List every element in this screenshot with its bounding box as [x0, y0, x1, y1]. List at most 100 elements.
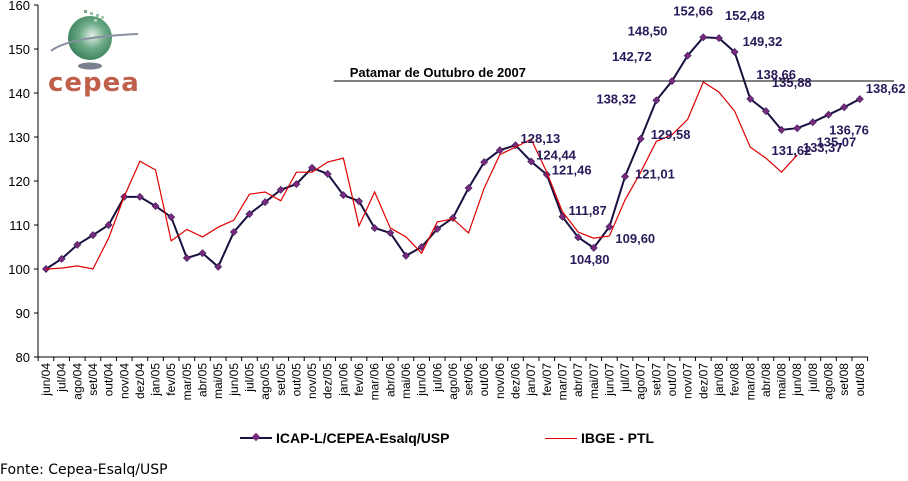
data-point-icap	[855, 95, 864, 104]
data-label: 121,46	[552, 163, 592, 178]
data-point-icap	[229, 228, 238, 236]
data-label: 136,76	[829, 122, 869, 137]
data-point-icap	[824, 110, 833, 119]
x-tick-label: mai/06	[399, 363, 413, 399]
x-tick-label: out/07	[665, 363, 679, 397]
source-note: Fonte: Cepea-Esalq/USP	[0, 462, 168, 478]
data-label: 152,66	[673, 3, 713, 18]
x-tick-label: jul/07	[618, 363, 632, 393]
data-label: 135,07	[817, 135, 857, 150]
data-label: 138,66	[756, 67, 796, 82]
legend-label-ibge: IBGE - PTL	[581, 430, 655, 446]
x-tick-label: abr/07	[571, 363, 585, 397]
y-tick-label: 140	[8, 86, 30, 101]
x-tick-label: jan/07	[524, 363, 538, 397]
x-tick-label: abr/05	[196, 363, 210, 397]
data-label: 135,88	[772, 75, 812, 90]
data-point-icap	[714, 34, 723, 43]
x-tick-label: abr/06	[383, 363, 397, 397]
y-tick-label: 120	[8, 174, 30, 189]
x-tick-label: jul/08	[806, 363, 820, 393]
data-point-icap	[589, 243, 598, 252]
x-tick-label: set/08	[837, 363, 851, 396]
data-point-icap	[73, 240, 82, 249]
x-tick-label: ago/04	[70, 363, 84, 400]
data-point-icap	[527, 157, 536, 166]
globe-icon	[50, 10, 139, 70]
x-tick-label: mai/08	[775, 363, 789, 399]
data-point-icap	[480, 158, 489, 167]
data-point-icap	[668, 77, 676, 85]
x-tick-label: mar/05	[180, 363, 194, 401]
data-label: 138,32	[596, 91, 636, 106]
x-tick-label: mar/07	[555, 363, 569, 401]
data-label: 133,37	[803, 140, 843, 155]
data-label: 148,50	[628, 24, 668, 39]
data-point-icap	[261, 198, 270, 207]
x-tick-label: fev/06	[352, 363, 366, 396]
x-tick-label: jul/05	[242, 363, 256, 393]
x-tick-label: dez/06	[509, 363, 523, 399]
x-tick-label: jul/06	[430, 363, 444, 393]
data-point-icap	[683, 51, 692, 60]
x-tick-label: mar/08	[743, 363, 757, 401]
data-point-icap	[167, 213, 176, 222]
data-label: 121,01	[635, 167, 675, 182]
data-point-icap	[182, 254, 191, 262]
x-tick-label: fev/07	[540, 363, 554, 396]
x-tick-label: nov/05	[305, 363, 319, 399]
x-tick-label: out/04	[102, 363, 116, 397]
x-tick-label: jul/04	[55, 363, 69, 393]
y-tick-label: 160	[8, 0, 30, 13]
data-point-icap	[636, 134, 645, 143]
data-point-icap	[276, 185, 285, 194]
data-point-icap	[401, 251, 410, 260]
x-tick-label: nov/06	[493, 363, 507, 399]
data-label: 149,32	[743, 34, 783, 49]
y-tick-label: 110	[9, 218, 30, 233]
x-tick-label: mai/05	[211, 363, 225, 399]
x-tick-label: dez/05	[321, 363, 335, 399]
data-point-icap	[370, 224, 379, 233]
x-tick-label: set/05	[274, 363, 288, 396]
x-tick-label: out/08	[853, 363, 867, 397]
reference-line-label: Patamar de Outubro de 2007	[350, 65, 526, 80]
x-tick-label: ago/05	[258, 363, 272, 400]
x-tick-label: fev/05	[164, 363, 178, 396]
x-tick-label: mai/07	[587, 363, 601, 399]
data-point-icap	[495, 146, 504, 155]
data-label: 128,13	[521, 131, 561, 146]
data-point-icap	[793, 124, 802, 133]
x-tick-label: jan/05	[149, 363, 163, 397]
x-tick-label: nov/07	[681, 363, 695, 399]
data-point-icap	[292, 180, 301, 189]
x-tick-label: set/06	[462, 363, 476, 396]
y-tick-label: 130	[8, 130, 30, 145]
x-tick-label: set/07	[649, 363, 663, 396]
legend-marker-icap	[240, 437, 272, 439]
data-point-icap	[699, 33, 708, 42]
legend-label-icap: ICAP-L/CEPEA-Esalq/USP	[276, 430, 450, 446]
cepea-logo	[48, 4, 144, 96]
x-tick-label: set/04	[86, 363, 100, 396]
data-label: 138,62	[866, 81, 906, 96]
x-tick-label: nov/04	[117, 363, 131, 399]
data-point-icap	[355, 197, 363, 206]
series-line-ibge	[45, 81, 798, 270]
x-tick-label: jan/08	[712, 363, 726, 397]
data-point-icap	[777, 125, 786, 134]
x-tick-label: dez/04	[133, 363, 147, 399]
data-point-icap	[433, 225, 442, 233]
data-label: 129,58	[651, 127, 691, 142]
data-point-icap	[135, 192, 144, 201]
data-point-icap	[730, 48, 739, 56]
data-point-icap	[245, 210, 254, 218]
data-point-icap	[761, 107, 770, 116]
data-point-icap	[104, 221, 113, 229]
legend-item-icap: ICAP-L/CEPEA-Esalq/USP	[240, 430, 449, 446]
x-tick-label: mar/06	[368, 363, 382, 401]
y-tick-label: 150	[8, 42, 30, 57]
data-point-icap	[511, 141, 520, 150]
data-label: 131,62	[772, 143, 812, 158]
